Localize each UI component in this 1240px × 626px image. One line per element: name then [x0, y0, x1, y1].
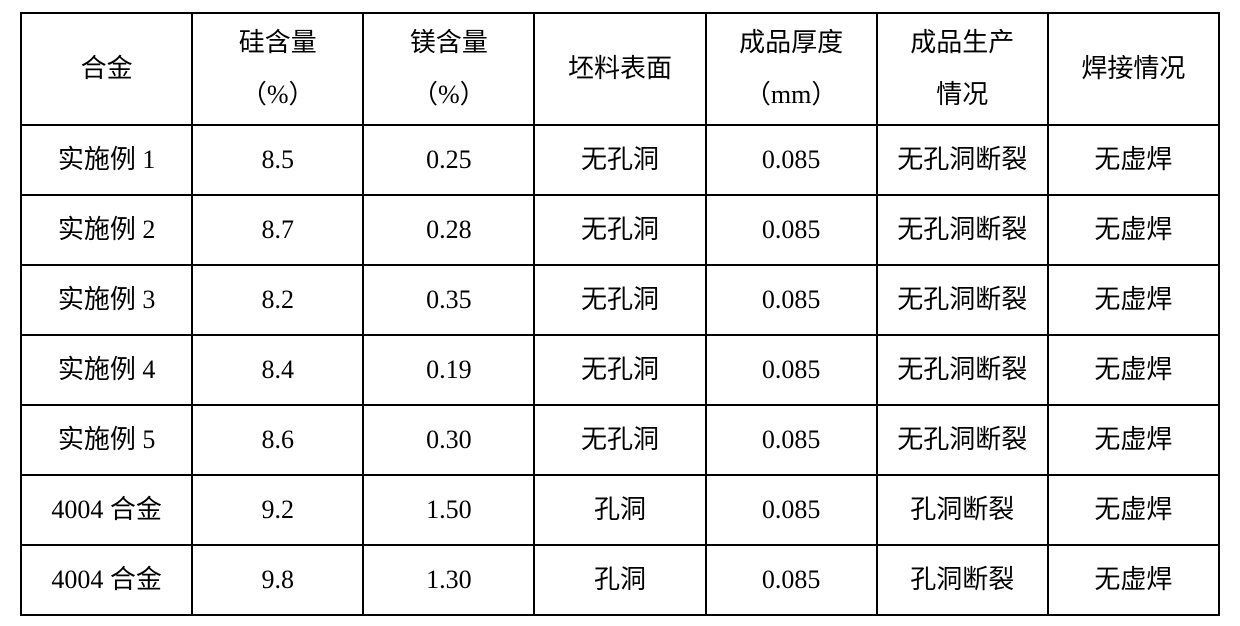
- cell-blank-surf: 无孔洞: [534, 335, 705, 405]
- cell-mg: 0.19: [363, 335, 534, 405]
- cell-weld: 无虚焊: [1048, 265, 1219, 335]
- header-unit: （%）: [241, 80, 315, 109]
- cell-thickness: 0.085: [706, 125, 877, 195]
- cell-thickness: 0.085: [706, 195, 877, 265]
- cell-thickness: 0.085: [706, 545, 877, 615]
- cell-weld: 无虚焊: [1048, 405, 1219, 475]
- cell-weld: 无虚焊: [1048, 125, 1219, 195]
- cell-alloy: 4004 合金: [21, 545, 192, 615]
- header-row: 合金 硅含量 （%） 镁含量 （%） 坯料表面 成品厚度 （mm）: [21, 13, 1219, 125]
- cell-prod-state: 无孔洞断裂: [877, 335, 1048, 405]
- cell-blank-surf: 无孔洞: [534, 125, 705, 195]
- table-row: 实施例 3 8.2 0.35 无孔洞 0.085 无孔洞断裂 无虚焊: [21, 265, 1219, 335]
- header-label: 合金: [81, 54, 133, 83]
- cell-mg: 1.30: [363, 545, 534, 615]
- cell-weld: 无虚焊: [1048, 195, 1219, 265]
- col-header-si: 硅含量 （%）: [192, 13, 363, 125]
- cell-mg: 0.35: [363, 265, 534, 335]
- cell-prod-state: 无孔洞断裂: [877, 125, 1048, 195]
- header-label: 成品厚度: [739, 28, 843, 57]
- cell-prod-state: 无孔洞断裂: [877, 195, 1048, 265]
- cell-si: 8.5: [192, 125, 363, 195]
- header-label: 焊接情况: [1081, 54, 1185, 83]
- alloy-table: 合金 硅含量 （%） 镁含量 （%） 坯料表面 成品厚度 （mm）: [20, 12, 1220, 616]
- table-container: 合金 硅含量 （%） 镁含量 （%） 坯料表面 成品厚度 （mm）: [0, 0, 1240, 626]
- cell-weld: 无虚焊: [1048, 335, 1219, 405]
- table-row: 4004 合金 9.8 1.30 孔洞 0.085 孔洞断裂 无虚焊: [21, 545, 1219, 615]
- cell-thickness: 0.085: [706, 265, 877, 335]
- cell-si: 8.2: [192, 265, 363, 335]
- header-label: 镁含量: [410, 28, 488, 57]
- cell-si: 9.2: [192, 475, 363, 545]
- col-header-alloy: 合金: [21, 13, 192, 125]
- cell-blank-surf: 无孔洞: [534, 265, 705, 335]
- col-header-production: 成品生产 情况: [877, 13, 1048, 125]
- col-header-weld: 焊接情况: [1048, 13, 1219, 125]
- cell-weld: 无虚焊: [1048, 475, 1219, 545]
- cell-alloy: 实施例 5: [21, 405, 192, 475]
- cell-alloy: 实施例 1: [21, 125, 192, 195]
- header-unit: （%）: [412, 80, 486, 109]
- cell-prod-state: 无孔洞断裂: [877, 405, 1048, 475]
- cell-alloy: 实施例 3: [21, 265, 192, 335]
- table-row: 4004 合金 9.2 1.50 孔洞 0.085 孔洞断裂 无虚焊: [21, 475, 1219, 545]
- table-row: 实施例 4 8.4 0.19 无孔洞 0.085 无孔洞断裂 无虚焊: [21, 335, 1219, 405]
- cell-blank-surf: 孔洞: [534, 475, 705, 545]
- cell-thickness: 0.085: [706, 475, 877, 545]
- cell-weld: 无虚焊: [1048, 545, 1219, 615]
- col-header-thickness: 成品厚度 （mm）: [706, 13, 877, 125]
- table-row: 实施例 5 8.6 0.30 无孔洞 0.085 无孔洞断裂 无虚焊: [21, 405, 1219, 475]
- header-unit: （mm）: [745, 80, 837, 109]
- cell-prod-state: 孔洞断裂: [877, 475, 1048, 545]
- cell-blank-surf: 孔洞: [534, 545, 705, 615]
- cell-mg: 0.25: [363, 125, 534, 195]
- header-label: 坯料表面: [568, 54, 672, 83]
- header-label: 成品生产: [910, 28, 1014, 57]
- cell-blank-surf: 无孔洞: [534, 195, 705, 265]
- cell-si: 8.7: [192, 195, 363, 265]
- cell-alloy: 实施例 2: [21, 195, 192, 265]
- cell-alloy: 4004 合金: [21, 475, 192, 545]
- cell-mg: 0.28: [363, 195, 534, 265]
- table-row: 实施例 2 8.7 0.28 无孔洞 0.085 无孔洞断裂 无虚焊: [21, 195, 1219, 265]
- cell-prod-state: 无孔洞断裂: [877, 265, 1048, 335]
- cell-blank-surf: 无孔洞: [534, 405, 705, 475]
- table-row: 实施例 1 8.5 0.25 无孔洞 0.085 无孔洞断裂 无虚焊: [21, 125, 1219, 195]
- header-label: 硅含量: [239, 28, 317, 57]
- cell-thickness: 0.085: [706, 335, 877, 405]
- cell-mg: 1.50: [363, 475, 534, 545]
- cell-si: 8.4: [192, 335, 363, 405]
- header-label2: 情况: [936, 80, 988, 109]
- cell-si: 8.6: [192, 405, 363, 475]
- col-header-blank-surface: 坯料表面: [534, 13, 705, 125]
- cell-mg: 0.30: [363, 405, 534, 475]
- col-header-mg: 镁含量 （%）: [363, 13, 534, 125]
- cell-thickness: 0.085: [706, 405, 877, 475]
- table-body: 实施例 1 8.5 0.25 无孔洞 0.085 无孔洞断裂 无虚焊 实施例 2…: [21, 125, 1219, 615]
- cell-prod-state: 孔洞断裂: [877, 545, 1048, 615]
- cell-si: 9.8: [192, 545, 363, 615]
- cell-alloy: 实施例 4: [21, 335, 192, 405]
